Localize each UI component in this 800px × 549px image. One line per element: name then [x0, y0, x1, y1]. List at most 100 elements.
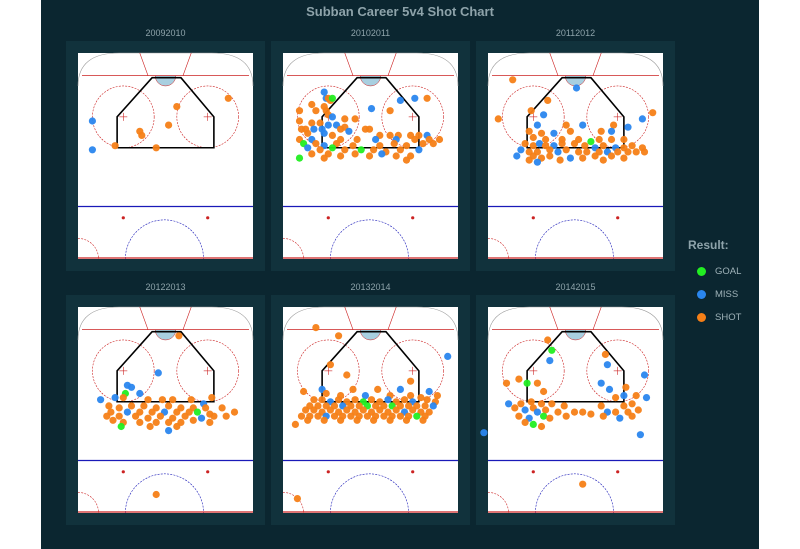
- shot-point-miss: [396, 96, 404, 104]
- shot-point-shot: [189, 416, 197, 424]
- shot-point-shot: [304, 129, 312, 137]
- shot-point-shot: [105, 402, 113, 410]
- shot-point-miss: [88, 146, 96, 154]
- shot-point-shot: [109, 416, 117, 424]
- shot-point-miss: [642, 394, 651, 402]
- shot-point-shot: [330, 412, 339, 420]
- shot-point-shot: [392, 152, 400, 160]
- shot-point-shot: [308, 100, 316, 109]
- shot-point-shot: [396, 146, 404, 154]
- shot-point-miss: [533, 121, 541, 129]
- shot-point-shot: [599, 412, 607, 420]
- shot-point-shot: [537, 400, 546, 408]
- shot-point-miss: [603, 361, 611, 369]
- shot-point-shot: [314, 412, 322, 420]
- shot-point-miss: [624, 123, 632, 131]
- corner-arc: [282, 238, 304, 260]
- shot-point-goal: [540, 412, 548, 420]
- trapezoid-right: [387, 306, 397, 330]
- trapezoid-right: [592, 306, 602, 330]
- shot-point-shot: [525, 127, 533, 135]
- shot-point-miss: [521, 406, 529, 414]
- shot-point-miss: [411, 94, 419, 102]
- shot-point-shot: [421, 402, 429, 410]
- shot-point-shot: [224, 94, 232, 102]
- shot-point-shot: [429, 140, 437, 148]
- shot-point-shot: [208, 394, 216, 402]
- shot-point-shot: [295, 107, 304, 115]
- shot-point-shot: [328, 131, 336, 139]
- shot-point-shot: [558, 140, 566, 148]
- shot-point-shot: [312, 107, 320, 115]
- trapezoid-left: [344, 306, 354, 330]
- shot-point-shot: [312, 140, 320, 148]
- shot-point-shot: [542, 135, 550, 144]
- shot-point-shot: [511, 404, 519, 412]
- shot-point-shot: [540, 387, 548, 396]
- shot-point-shot: [119, 394, 127, 402]
- shot-point-shot: [158, 396, 166, 404]
- shot-point-miss: [415, 146, 423, 154]
- panel-20122013: 20122013: [66, 282, 265, 525]
- shot-point-miss: [320, 129, 328, 137]
- shot-point-miss: [607, 127, 616, 135]
- shot-point-shot: [152, 490, 160, 499]
- legend-label-goal: GOAL: [715, 266, 742, 277]
- legend-label-shot: SHOT: [715, 312, 742, 323]
- shot-point-shot: [640, 148, 649, 156]
- shot-point-shot: [341, 146, 349, 154]
- faceoff-dot: [121, 470, 125, 474]
- shot-point-shot: [312, 324, 320, 332]
- center-circle: [125, 473, 204, 514]
- shot-point-shot: [173, 408, 181, 416]
- shot-point-shot: [537, 422, 546, 431]
- shot-point-miss: [425, 387, 433, 396]
- shot-point-shot: [374, 385, 382, 393]
- trapezoid-left: [344, 52, 354, 76]
- shot-point-miss: [533, 158, 541, 166]
- shot-point-shot: [152, 418, 160, 426]
- shot-point-miss: [620, 392, 628, 400]
- shot-point-shot: [419, 416, 427, 424]
- shot-point-miss: [605, 385, 614, 393]
- shot-point-miss: [579, 121, 587, 129]
- shot-point-shot: [562, 121, 570, 129]
- legend-title: Result:: [688, 238, 729, 252]
- shot-point-miss: [165, 427, 173, 435]
- shot-point-shot: [310, 406, 318, 414]
- shot-point-goal: [295, 154, 304, 162]
- shot-point-shot: [165, 418, 173, 426]
- shot-point-shot: [607, 135, 616, 144]
- shot-point-shot: [295, 117, 304, 125]
- shot-point-shot: [407, 377, 415, 385]
- shot-point-shot: [402, 142, 411, 150]
- shot-point-shot: [320, 416, 328, 424]
- shot-point-shot: [140, 402, 148, 410]
- legend-dot-miss: [697, 290, 706, 299]
- shot-point-shot: [380, 412, 388, 420]
- faceoff-dot: [531, 216, 535, 220]
- shot-point-shot: [156, 412, 164, 420]
- shot-point-shot: [320, 154, 328, 162]
- shot-point-shot: [353, 135, 361, 144]
- shot-point-goal: [328, 94, 336, 102]
- shot-point-miss: [533, 408, 541, 416]
- legend-item-shot: SHOT: [688, 306, 741, 329]
- shot-point-miss: [597, 379, 605, 387]
- shot-point-miss: [517, 146, 525, 154]
- shot-point-shot: [165, 121, 173, 129]
- shot-point-shot: [407, 392, 415, 400]
- shot-point-shot: [202, 404, 210, 412]
- shot-point-shot: [502, 379, 511, 387]
- legend-label-miss: MISS: [715, 289, 739, 300]
- center-circle: [330, 473, 409, 514]
- shot-point-shot: [566, 127, 574, 135]
- panel-20142015: 20142015: [476, 282, 675, 525]
- shot-point-shot: [293, 495, 301, 503]
- shot-point-shot: [542, 406, 550, 414]
- shot-point-miss: [154, 369, 162, 377]
- shot-point-shot: [218, 404, 226, 412]
- shot-point-shot: [587, 410, 595, 418]
- shot-point-miss: [310, 125, 318, 133]
- shot-point-shot: [527, 107, 535, 115]
